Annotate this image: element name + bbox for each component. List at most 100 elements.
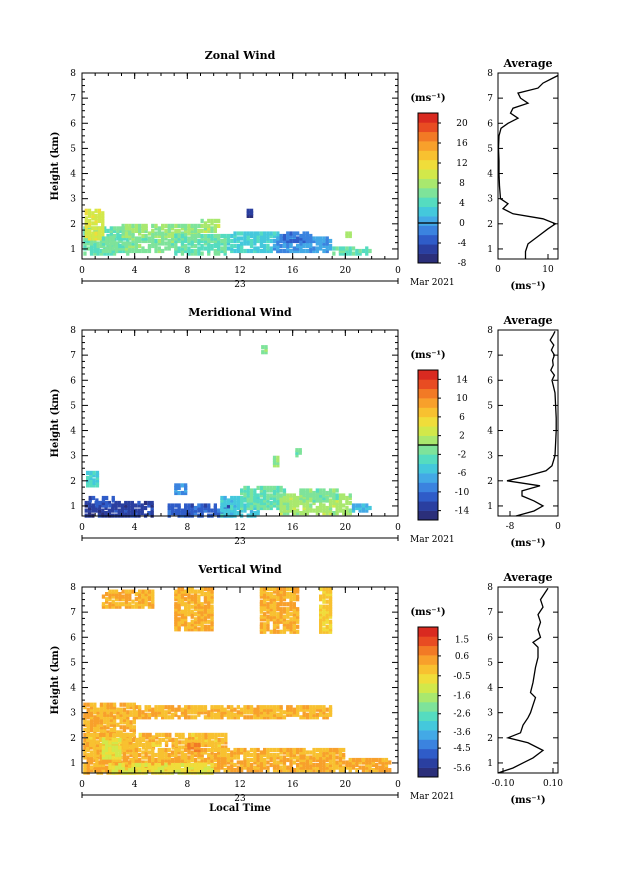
heatmap-cell <box>348 762 352 768</box>
heatmap-cell <box>230 511 234 516</box>
heatmap-cell <box>203 762 208 768</box>
heatmap-cell <box>112 710 117 715</box>
heatmap-cell <box>207 233 211 239</box>
heatmap-cell <box>190 627 194 632</box>
heatmap-cell <box>335 495 339 501</box>
heatmap-cell <box>83 251 87 256</box>
heatmap-cell <box>203 592 208 597</box>
heatmap-cell <box>246 762 250 768</box>
heatmap-cell <box>348 248 352 254</box>
heatmap-cell <box>253 248 257 254</box>
heatmap-cell <box>243 762 247 768</box>
heatmap-cell <box>279 609 283 614</box>
heatmap-cell <box>338 750 343 755</box>
heatmap-cell <box>203 627 208 632</box>
heatmap-cell <box>103 712 107 717</box>
heatmap-cell <box>276 455 280 460</box>
heatmap-cell <box>207 735 211 740</box>
heatmap-cell <box>114 752 119 758</box>
heatmap-cell <box>345 248 349 254</box>
heatmap-cell <box>105 740 109 745</box>
heatmap-cell <box>96 251 100 256</box>
heatmap-cell <box>328 614 333 619</box>
heatmap-cell <box>197 248 201 254</box>
heatmap-cell <box>161 236 165 241</box>
heatmap-cell <box>147 707 152 712</box>
colorbar-swatch <box>418 113 438 123</box>
heatmap-cell <box>197 604 201 609</box>
heatmap-cell <box>164 735 169 740</box>
panel-title: Zonal Wind <box>205 49 276 62</box>
heatmap-cell <box>200 757 204 763</box>
heatmap-cell <box>263 248 267 254</box>
heatmap-cell <box>312 498 316 503</box>
heatmap-cell <box>365 760 369 765</box>
heatmap-cell <box>325 757 329 763</box>
x-axis-label: Local Time <box>209 803 271 814</box>
heatmap-cell <box>259 241 264 246</box>
heatmap-cell <box>114 737 119 742</box>
heatmap-cell <box>105 495 109 501</box>
heatmap-cell <box>299 246 303 251</box>
heatmap-cell <box>164 732 169 737</box>
heatmap-cell <box>95 745 100 750</box>
heatmap-cell <box>91 508 95 513</box>
heatmap-cell <box>109 732 113 737</box>
heatmap-cell <box>266 495 270 501</box>
heatmap-cell <box>190 755 194 760</box>
heatmap-cell <box>112 725 117 730</box>
heatmap-cell <box>105 745 109 750</box>
heatmap-cell <box>89 705 94 710</box>
heatmap-cell <box>145 740 149 745</box>
heatmap-cell <box>105 592 109 597</box>
heatmap-cell <box>124 233 129 239</box>
heatmap-cell <box>144 715 148 720</box>
heatmap-cell <box>95 483 100 488</box>
heatmap-cell <box>187 745 191 750</box>
heatmap-cell <box>332 251 336 256</box>
heatmap-cell <box>230 498 234 503</box>
heatmap-cell <box>132 727 136 732</box>
heatmap-cell <box>114 745 119 750</box>
heatmap-cell <box>141 246 145 251</box>
heatmap-cell <box>295 448 299 453</box>
heatmap-cell <box>109 712 113 717</box>
heatmap-cell <box>92 740 96 745</box>
heatmap-cell <box>134 226 138 231</box>
heatmap-cell <box>319 762 323 768</box>
heatmap-cell <box>335 511 339 516</box>
heatmap-cell <box>99 752 104 758</box>
heatmap-cell <box>138 228 142 233</box>
heatmap-cell <box>263 617 267 622</box>
heatmap-cell <box>315 238 319 244</box>
profile-y-tick-label: 2 <box>487 734 493 744</box>
heatmap-cell <box>236 503 240 508</box>
heatmap-cell <box>217 757 221 763</box>
heatmap-cell <box>378 768 382 773</box>
heatmap-cell <box>197 742 201 747</box>
heatmap-cell <box>174 246 178 251</box>
heatmap-cell <box>325 707 329 712</box>
heatmap-cell <box>134 248 138 254</box>
heatmap-cell <box>302 752 306 758</box>
heatmap-cell <box>335 505 339 511</box>
heatmap-cell <box>230 238 234 244</box>
heatmap-cell <box>292 629 296 634</box>
heatmap-cell <box>96 710 100 715</box>
heatmap-cell <box>114 248 119 254</box>
heatmap-cell <box>233 508 237 513</box>
heatmap-cell <box>211 735 215 740</box>
heatmap-cell <box>200 609 204 614</box>
heatmap-cell <box>177 612 181 617</box>
heatmap-cell <box>328 589 333 594</box>
heatmap-cell <box>129 705 133 710</box>
heatmap-cell <box>249 208 254 213</box>
heatmap-cell <box>338 248 343 254</box>
heatmap-cell <box>299 760 303 765</box>
heatmap-cell <box>200 503 204 508</box>
heatmap-cell <box>132 717 136 722</box>
heatmap-cell <box>210 221 214 226</box>
heatmap-cell <box>309 705 313 710</box>
heatmap-cell <box>174 745 179 750</box>
heatmap-cell <box>129 702 133 707</box>
